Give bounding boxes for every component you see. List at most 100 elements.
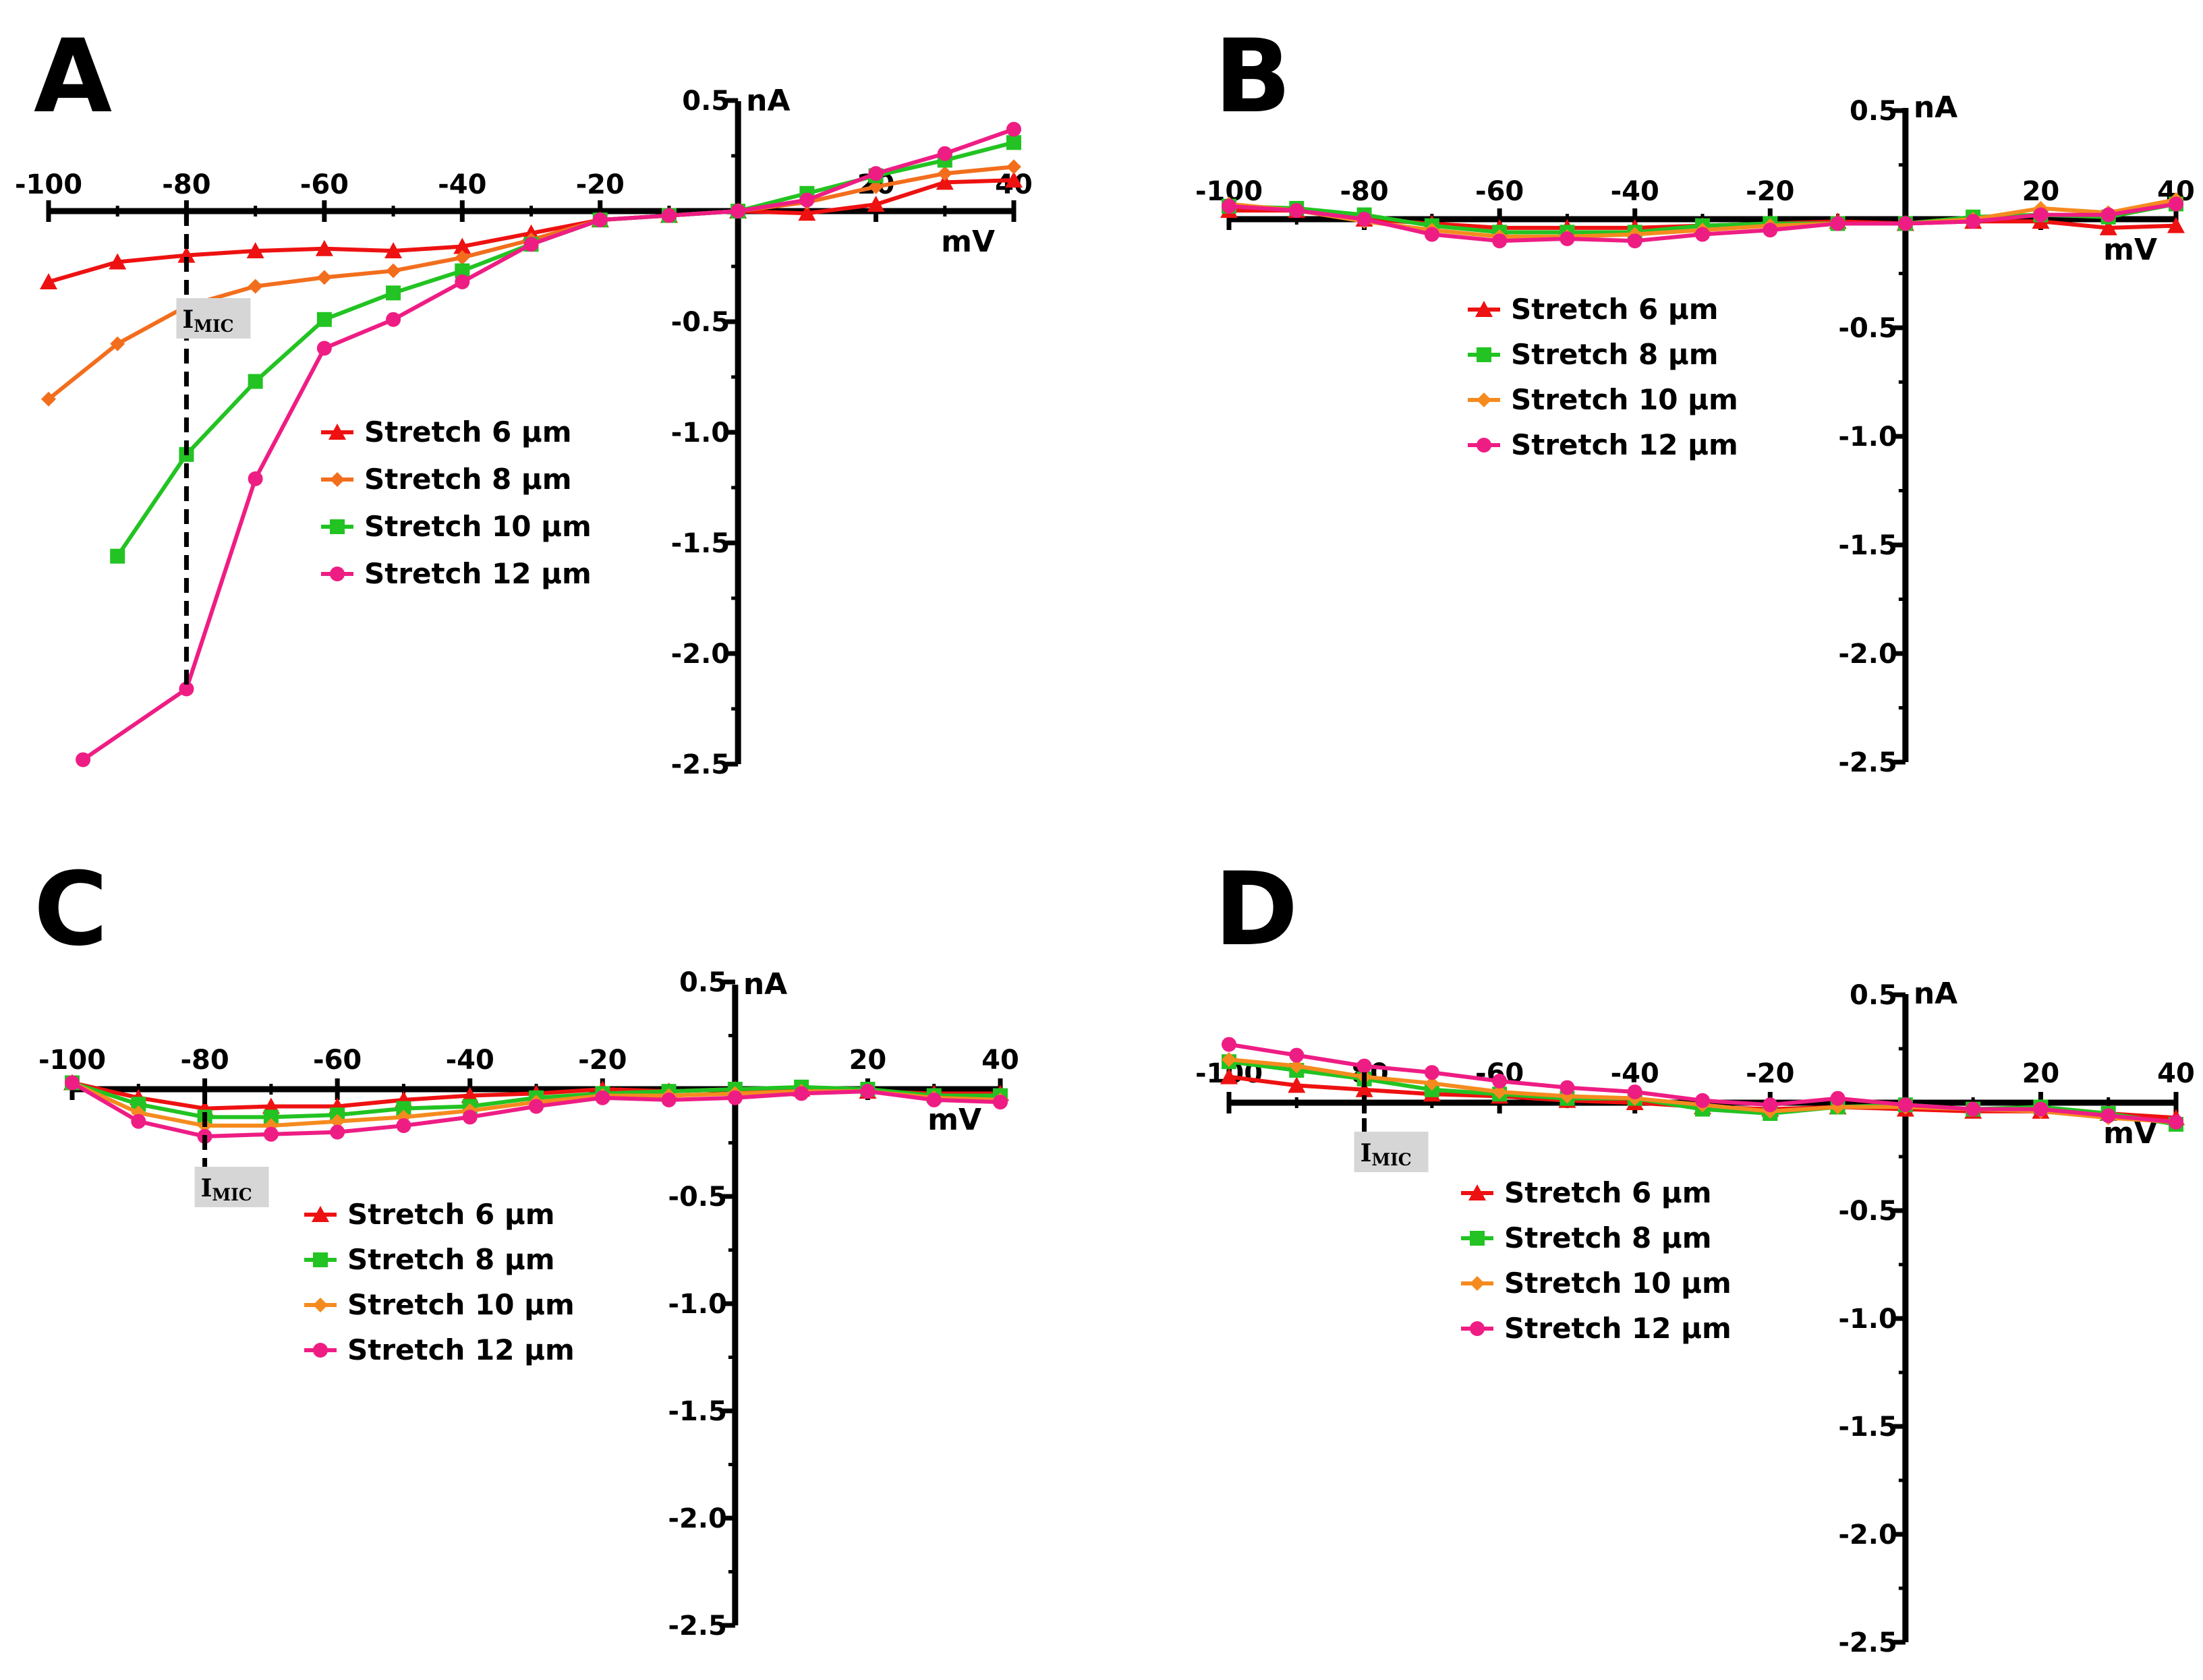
data-point — [1424, 1065, 1439, 1080]
data-point — [1005, 171, 1023, 188]
legend-marker — [1470, 1321, 1485, 1336]
data-point — [1627, 233, 1642, 249]
data-point — [1424, 1076, 1439, 1091]
legend-label: Stretch 8 µm — [1511, 338, 1719, 371]
y-tick-label: -0.5 — [1838, 313, 1897, 344]
y-tick-label: -1.0 — [668, 1289, 726, 1320]
x-axis-unit-label: mV — [2103, 233, 2157, 267]
data-point — [993, 1095, 1008, 1110]
data-point — [386, 285, 401, 301]
data-point — [529, 1099, 544, 1114]
legend-item: Stretch 10 µm — [304, 1288, 575, 1321]
data-point — [316, 270, 332, 285]
y-tick-label: -2.0 — [671, 639, 730, 670]
legend-marker — [1475, 301, 1493, 317]
data-point — [65, 1075, 80, 1091]
legend-marker — [1470, 1276, 1485, 1291]
data-point — [1966, 214, 1981, 229]
series-line — [47, 165, 1014, 401]
legend-marker — [313, 1343, 328, 1358]
data-point — [794, 1086, 809, 1101]
legend-label: Stretch 12 µm — [364, 557, 592, 590]
imic-label-subscript: MIC — [212, 1185, 252, 1205]
x-tick-label: -100 — [38, 1045, 106, 1076]
legend-marker — [1477, 438, 1491, 453]
data-point — [727, 1090, 743, 1105]
data-point — [40, 272, 57, 289]
data-point — [731, 204, 746, 219]
data-point — [384, 242, 403, 259]
data-point — [1560, 1080, 1575, 1095]
data-point — [1830, 216, 1846, 231]
imic-label-subscript: MIC — [194, 316, 233, 336]
data-point — [867, 196, 885, 212]
legend-label: Stretch 6 µm — [364, 415, 572, 448]
data-point — [937, 146, 952, 161]
data-point — [386, 263, 401, 279]
panel-letter: D — [1214, 851, 1298, 968]
y-tick-label: -0.5 — [668, 1182, 726, 1213]
panel-c: C -100 -80 -60 -40 -20 20 40 0.5 -0.5 -1.0 -1.5 -2.0… — [34, 851, 1019, 1642]
y-tick-label: -0.5 — [1838, 1196, 1897, 1227]
legend-label: Stretch 10 µm — [364, 510, 592, 543]
legend-label: Stretch 6 µm — [1511, 293, 1719, 326]
data-point — [455, 250, 470, 265]
legend-label: Stretch 10 µm — [1504, 1267, 1732, 1300]
data-point — [263, 1126, 279, 1142]
y-axis-unit-label: nA — [1914, 90, 1957, 125]
legend: Stretch 6 µm Stretch 8 µm Stretch 10 µm Str… — [1461, 1176, 1732, 1345]
legend: Stretch 6 µm Stretch 8 µm Stretch 10 µm Str… — [321, 415, 592, 590]
data-point — [2169, 196, 2183, 212]
imic-label-box — [194, 1167, 269, 1207]
data-point — [316, 312, 332, 327]
y-tick-label: -2.5 — [668, 1611, 726, 1642]
legend-label: Stretch 12 µm — [1511, 428, 1738, 461]
y-tick-label: -0.5 — [671, 307, 730, 338]
imic-label-box — [176, 298, 251, 339]
data-point — [1897, 1097, 1913, 1113]
data-point — [1966, 1101, 1981, 1117]
legend-marker — [313, 1298, 328, 1312]
data-point — [1220, 1068, 1238, 1084]
data-point — [177, 246, 196, 263]
x-tick-label: -20 — [1746, 176, 1794, 207]
data-point — [76, 752, 91, 767]
x-tick-label: -20 — [1746, 1058, 1794, 1089]
data-point — [1492, 1074, 1508, 1089]
legend-marker — [1470, 1231, 1485, 1246]
legend-label: Stretch 6 µm — [1504, 1176, 1712, 1209]
imic-annotation: IMIC — [1354, 1072, 1429, 1172]
data-point — [1355, 1080, 1373, 1097]
imic-annotation: IMIC — [194, 1089, 269, 1207]
data-point — [131, 1113, 146, 1129]
data-series — [76, 121, 1021, 767]
data-point — [798, 204, 816, 221]
y-axis-unit-label: nA — [743, 967, 787, 1002]
y-tick-label: 0.5 — [679, 967, 727, 998]
data-point — [799, 192, 815, 208]
x-tick-label: 20 — [2022, 1058, 2060, 1089]
legend-marker — [1477, 393, 1491, 407]
legend-item: Stretch 8 µm — [1468, 338, 1719, 371]
data-point — [316, 341, 332, 356]
legend-marker — [328, 424, 346, 440]
legend-item: Stretch 8 µm — [321, 463, 572, 496]
data-point — [2099, 219, 2117, 235]
data-point — [860, 1084, 876, 1099]
data-point — [1830, 1091, 1846, 1106]
data-series — [65, 1075, 1008, 1144]
x-tick-label: -60 — [300, 169, 349, 200]
data-point — [1763, 223, 1778, 238]
y-tick-label: 0.5 — [1850, 96, 1897, 127]
data-point — [2033, 207, 2049, 223]
data-point — [109, 253, 127, 270]
data-point — [1289, 203, 1305, 219]
y-tick-label: 0.5 — [682, 86, 730, 117]
legend-item: Stretch 10 µm — [1468, 383, 1738, 416]
legend-item: Stretch 6 µm — [1461, 1176, 1712, 1209]
legend-label: Stretch 8 µm — [347, 1243, 555, 1276]
legend-label: Stretch 6 µm — [347, 1198, 555, 1231]
legend-item: Stretch 6 µm — [304, 1198, 555, 1231]
panel-b: B-100 -80 -60 -40 -20 20 400.5-0.5-1.0-1.5-2.0… — [1195, 18, 2195, 778]
